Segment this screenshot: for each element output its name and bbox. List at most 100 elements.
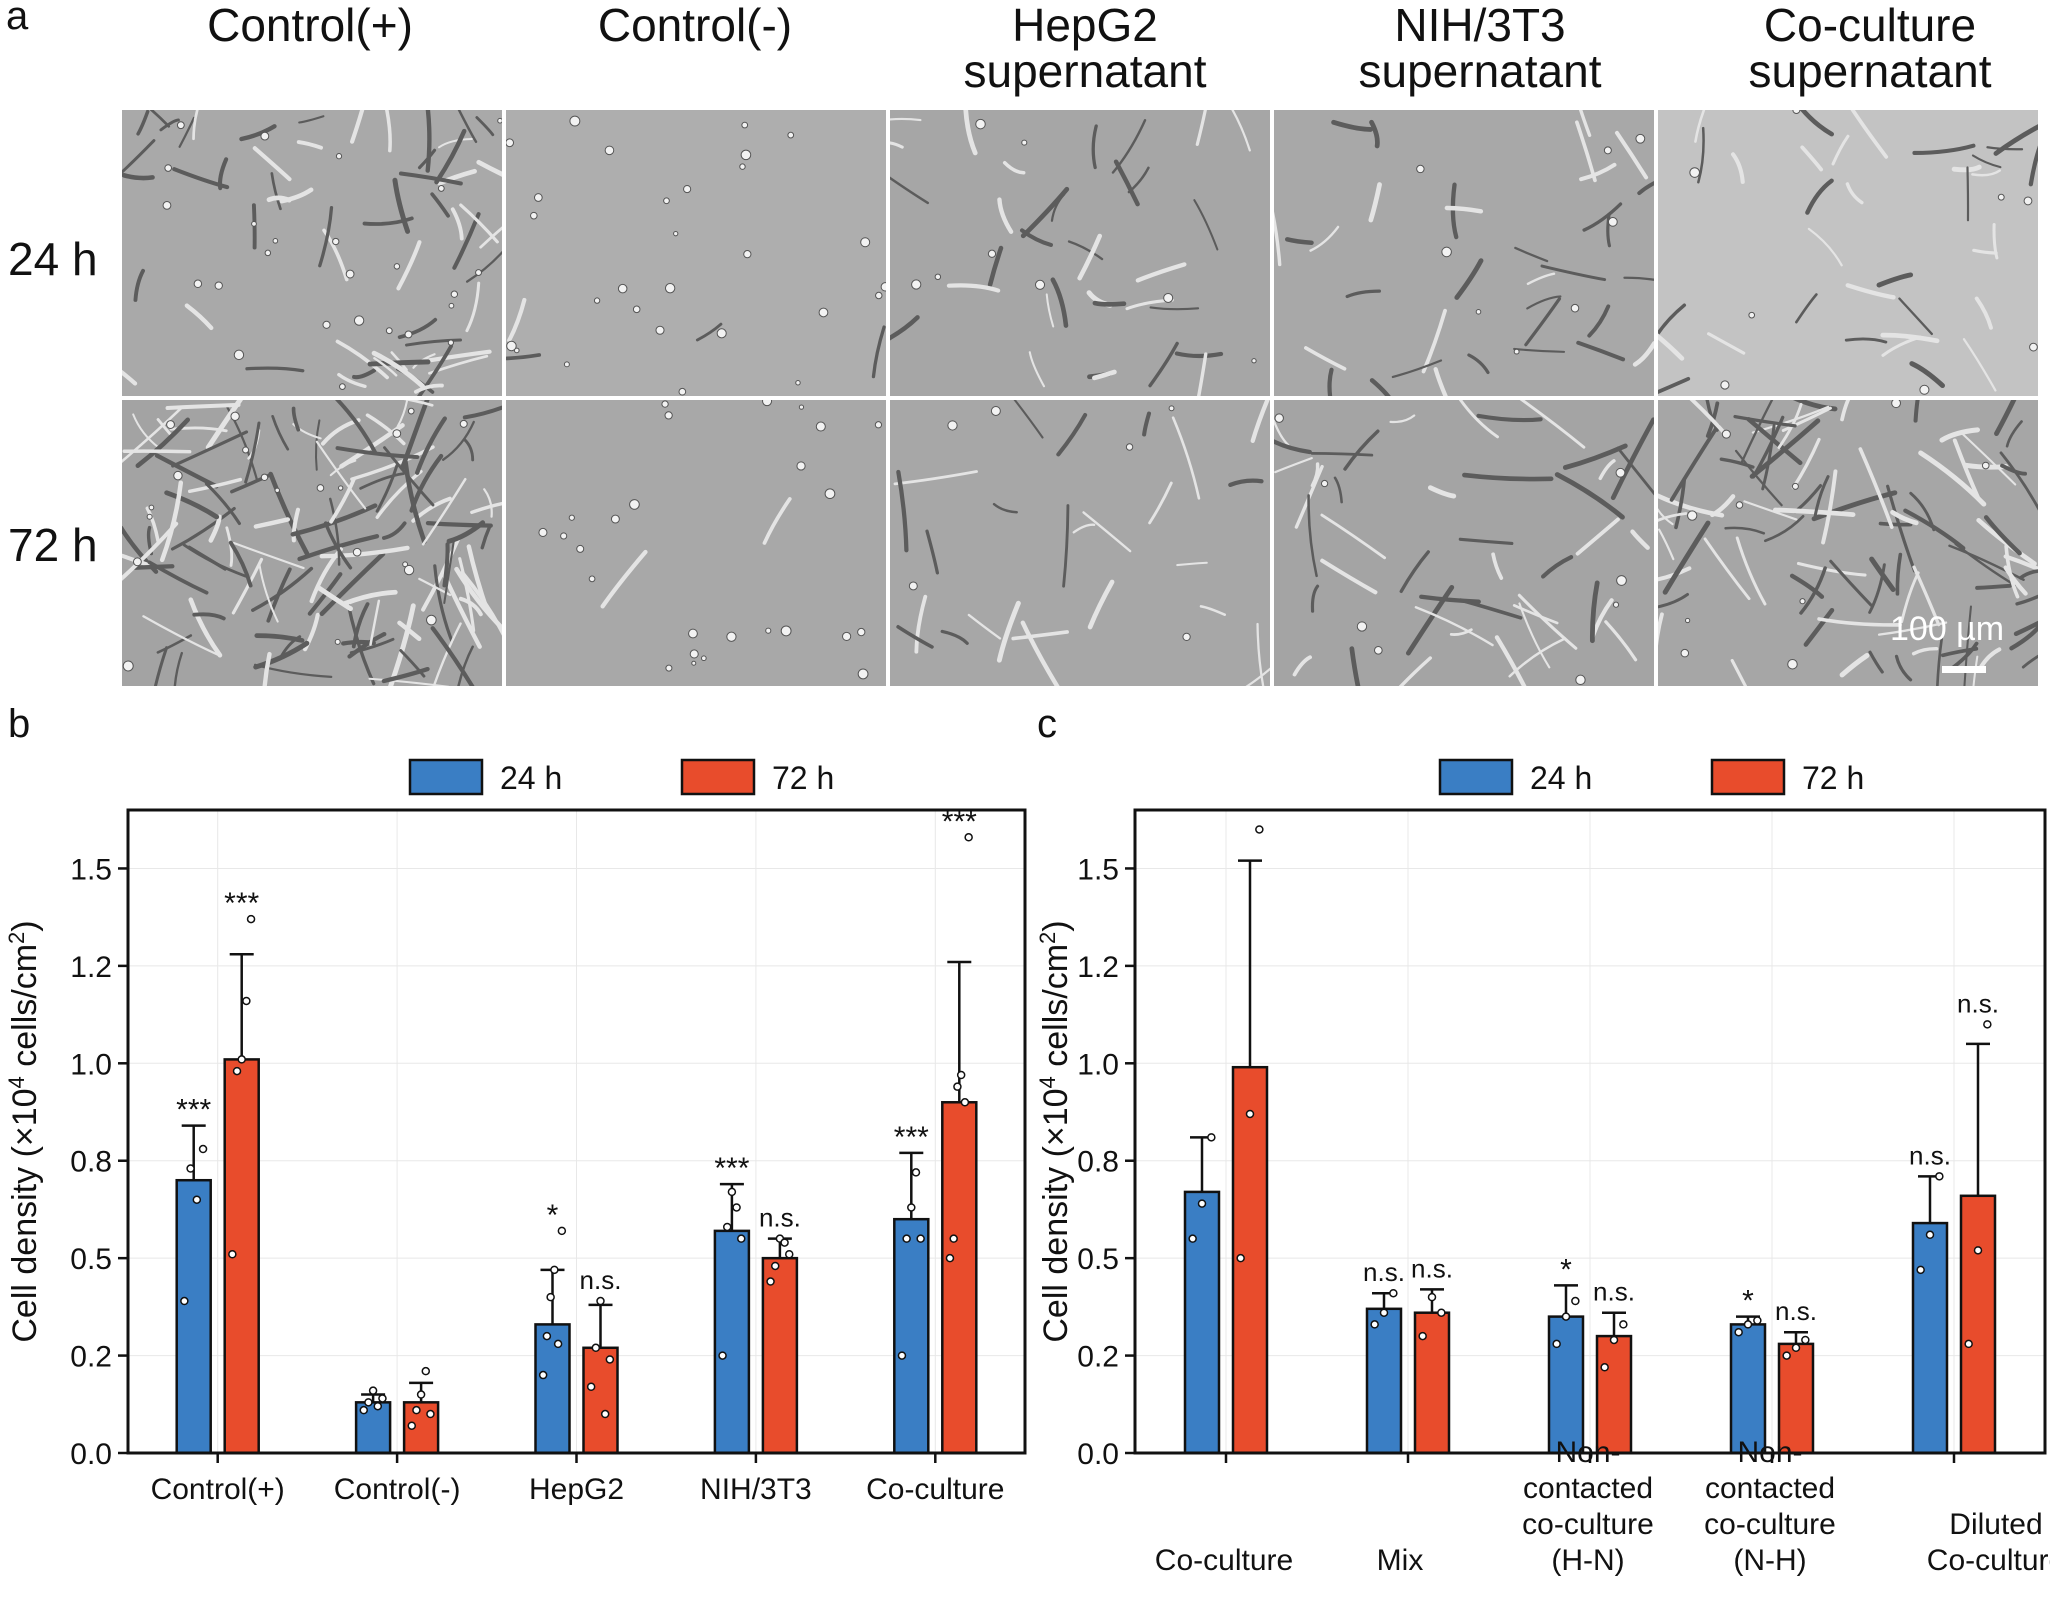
cell-shape [890,315,920,341]
x-tick-label: NIH/3T3 [700,1473,812,1506]
round-cell [1721,429,1731,439]
x-tick-label-line: NIH/3T3 [700,1473,812,1506]
panel-c-letter: c [1037,702,1057,746]
round-cell [1616,575,1627,586]
cell-shape [1735,536,1767,606]
cell-shape [1405,584,1455,656]
x-tick-label: Co-culture [1155,1544,1293,1577]
round-cell [655,325,665,335]
cell-shape [1427,485,1457,499]
data-point [1753,1316,1762,1325]
cell-shape [1256,622,1265,686]
x-tick-label: Mix [1377,1544,1424,1577]
cell-shape [375,469,423,520]
y-tick-label: 0.2 [70,1341,112,1374]
round-cell [513,347,520,354]
round-cell [337,485,344,491]
chart-b: *************n.s.n.s.***0.00.20.50.81.01… [4,758,1027,1506]
cell-shape [1062,504,1070,588]
cell-shape [1710,494,1736,518]
legend-label: 72 h [1802,760,1864,796]
significance-label: * [547,1199,559,1232]
round-cell [148,504,155,511]
cell-shape [1171,416,1201,500]
cell-shape [1898,297,1933,336]
round-cell [787,131,795,139]
x-tick-label-line: HepG2 [529,1473,624,1506]
cell-shape [1731,152,1745,184]
round-cell [173,470,183,481]
cell-shape [122,449,192,454]
cell-shape [1890,509,1919,526]
round-cell [264,249,272,257]
round-cell [741,121,749,129]
cell-shape [441,420,475,461]
round-cell [538,527,548,537]
cell-shape [2005,420,2023,448]
cell-shape [1845,283,1896,300]
cell-shape [437,168,477,186]
cell-shape [1992,222,1999,260]
bar-24h-4 [713,1229,751,1455]
round-cell [1356,621,1368,632]
cell-shape [298,115,325,124]
cell-shape [1796,561,1867,577]
cell-shape [450,207,464,241]
cell-shape [1320,558,1378,595]
cell-shape [1743,500,1798,521]
cell-shape [1174,351,1224,359]
data-point [416,1390,426,1399]
cell-shape [1195,110,1207,147]
significance-label: *** [714,1152,749,1185]
cell-shape [1707,332,1746,355]
x-tick-label: Control(-) [334,1473,461,1506]
data-point [916,1234,925,1243]
round-cell [593,297,601,304]
significance-label: n.s. [1909,1140,1951,1170]
cell-shape [1020,228,1053,248]
data-point [960,1098,970,1107]
significance-label: * [1560,1253,1572,1286]
cell-shape [1345,289,1381,299]
round-cell [448,302,455,309]
cell-shape [1962,338,1997,392]
data-point [1619,1320,1628,1329]
cell-shape [1142,411,1152,437]
data-point [1207,1133,1216,1142]
cell-shape [342,589,398,607]
y-axis-label-part: ) [1037,920,1075,931]
significance-label: n.s. [1775,1296,1817,1326]
cell-shape [1831,134,1850,166]
x-tick-label: Co-culture [866,1473,1004,1506]
data-point [1197,1199,1207,1208]
cell-shape [1975,583,2012,590]
round-cell [1735,501,1744,509]
panel-a-letter: a [6,0,29,38]
round-cell [260,473,269,481]
data-point [198,1144,208,1154]
cell-shape [1799,110,1835,137]
round-cell [1603,146,1612,155]
x-tick-label-line: contacted [1523,1472,1653,1505]
x-tick-label-line: (H-N) [1551,1544,1624,1577]
data-point [426,1409,435,1419]
round-cell [316,484,325,492]
y-tick-label: 1.5 [1077,853,1119,886]
cell-shape [425,521,493,528]
cell-shape [1895,552,1903,596]
round-cell [1575,674,1586,686]
cell-shape [1740,400,1774,464]
cell-shape [347,631,387,659]
cell-shape [1526,272,1556,286]
cell-shape [1002,160,1026,175]
cell-shape [896,625,934,649]
cell-shape [228,540,253,588]
cell-shape [2004,544,2020,599]
cell-shape [405,338,462,347]
data-point [407,1421,416,1430]
cell-shape [373,357,398,377]
cell-shape [1307,494,1318,578]
cell-shape [1148,341,1179,388]
cell-shape [1274,211,1282,267]
cell-shape [251,566,314,612]
